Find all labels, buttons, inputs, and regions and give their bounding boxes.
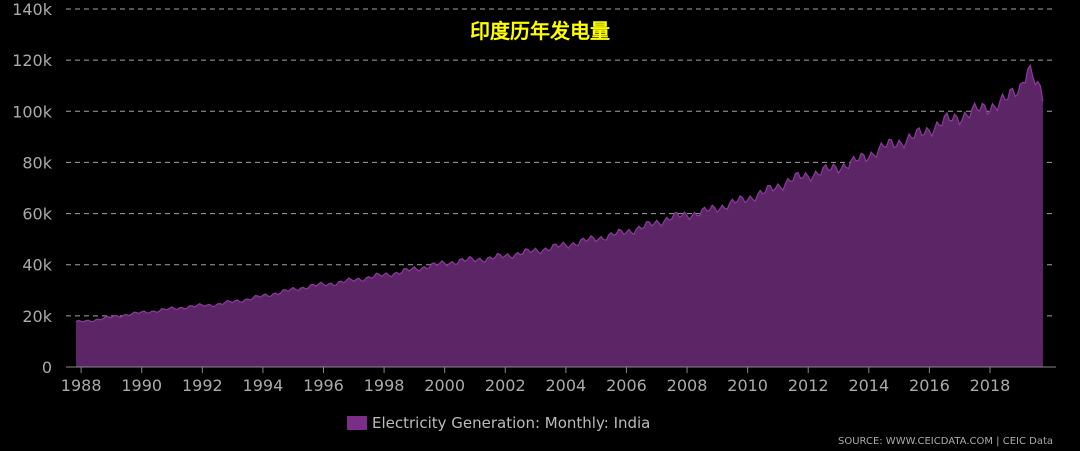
y-tick-label: 0 (42, 358, 52, 377)
x-tick-label: 2016 (909, 376, 950, 395)
x-tick-label: 1998 (364, 376, 405, 395)
chart-title: 印度历年发电量 (470, 19, 610, 43)
x-tick-label: 2008 (667, 376, 708, 395)
x-axis: 1988 1990 1992 1994 1996 1998 2000 2002 2004 2006… (61, 367, 1011, 395)
legend-swatch (347, 416, 367, 430)
source-note: SOURCE: WWW.CEICDATA.COM | CEIC Data (838, 436, 1053, 447)
y-tick-label: 80k (22, 153, 52, 172)
legend-label: Electricity Generation: Monthly: India (372, 414, 650, 432)
series-area (76, 65, 1043, 367)
series-line (75, 64, 1044, 323)
y-axis: 0 20k 40k 60k 80k 100k 120k 140k (12, 0, 53, 377)
x-tick-label: 2018 (970, 376, 1011, 395)
x-tick-label: 2004 (546, 376, 587, 395)
area-layer (75, 64, 1044, 367)
x-tick-label: 2002 (485, 376, 526, 395)
x-tick-label: 2000 (424, 376, 465, 395)
x-tick-label: 2010 (727, 376, 768, 395)
x-tick-label: 1990 (121, 376, 162, 395)
x-tick-label: 1988 (61, 376, 102, 395)
y-tick-label: 140k (12, 0, 53, 19)
x-tick-label: 1992 (182, 376, 223, 395)
x-tick-label: 1994 (243, 376, 284, 395)
x-tick-label: 1996 (303, 376, 344, 395)
x-tick-label: 2014 (848, 376, 889, 395)
y-tick-label: 20k (22, 307, 52, 326)
y-tick-label: 120k (12, 51, 53, 70)
y-tick-label: 100k (12, 102, 53, 121)
y-tick-label: 40k (22, 256, 52, 275)
legend: Electricity Generation: Monthly: India (347, 414, 650, 432)
y-tick-label: 60k (22, 205, 52, 224)
x-tick-label: 2012 (788, 376, 829, 395)
x-tick-label: 2006 (606, 376, 647, 395)
